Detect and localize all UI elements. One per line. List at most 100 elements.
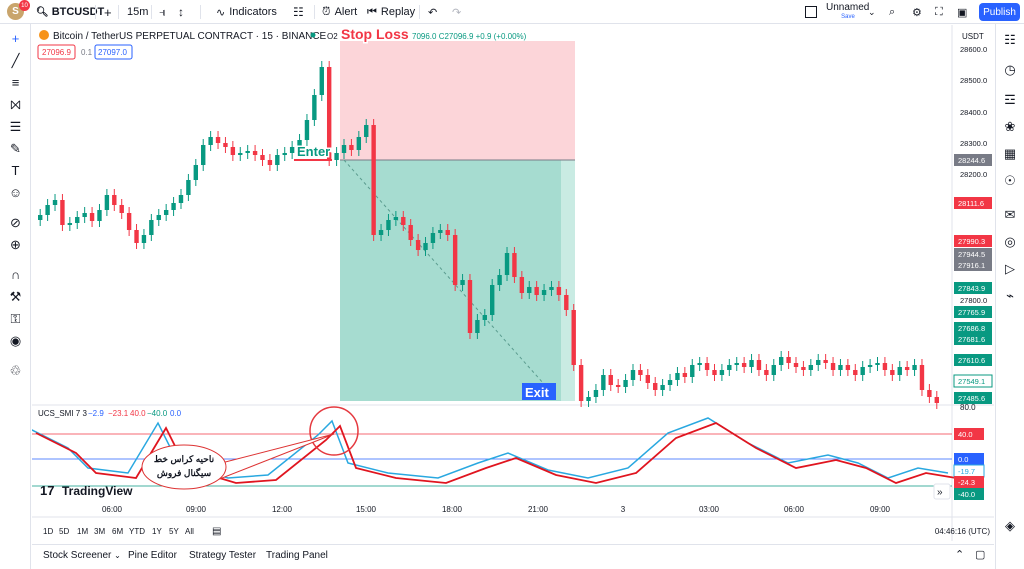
alert-button[interactable]: ⏰︎ Alert (322, 3, 357, 21)
chat-icon[interactable]: ✉ (1004, 207, 1016, 222)
candle-body (312, 95, 317, 120)
templates-button[interactable]: ☷ (293, 3, 304, 21)
quick-search-button[interactable]: ⌕ (889, 3, 895, 21)
candle-body (52, 200, 58, 205)
tab-trading-panel[interactable]: Trading Panel (266, 550, 328, 561)
add-symbol-button[interactable]: + (104, 3, 112, 21)
candle-body (816, 360, 821, 365)
candle-body (786, 357, 791, 363)
price-label-badge (954, 392, 992, 404)
tab-stock-screener[interactable]: Stock Screener ⌄ (43, 550, 121, 561)
time-tick: 15:00 (356, 505, 377, 514)
indicator-value-1: −2.9 (88, 409, 104, 418)
candle-body (141, 235, 147, 243)
fire-icon[interactable]: ❀ (1004, 119, 1016, 134)
stop-loss-zone[interactable] (340, 41, 575, 160)
time-tick: 06:00 (784, 505, 805, 514)
bar-style-button[interactable]: ⫣ (159, 3, 166, 21)
range-button-1m[interactable]: 1M (77, 527, 88, 536)
collapse-panel-button[interactable]: ⌃ (955, 548, 964, 561)
clock-icon[interactable]: ◷ (1004, 62, 1016, 77)
candles-group (38, 61, 939, 409)
range-button-5y[interactable]: 5Y (169, 527, 179, 536)
pattern-icon[interactable]: ⨝ (10, 96, 21, 112)
candle-body (927, 390, 932, 397)
lock-drawing-icon[interactable]: ⚒ (9, 288, 22, 304)
layout-toggle[interactable] (805, 3, 817, 21)
undo-button[interactable]: ↶ (428, 3, 437, 21)
candle-body (304, 120, 310, 140)
notifications-icon[interactable]: ⌁ (1006, 288, 1014, 303)
price-tick: 28300.0 (960, 139, 987, 148)
tab-strategy-tester[interactable]: Strategy Tester (189, 550, 256, 561)
stream-icon[interactable]: ▷ (1005, 261, 1015, 276)
trash-icon[interactable]: ♲ (9, 362, 22, 378)
fib-icon[interactable]: ≡ (11, 75, 20, 90)
layout-menu-button[interactable]: ⌄ (868, 3, 876, 21)
currency-label: USDT (962, 32, 984, 41)
range-button-all[interactable]: All (185, 527, 194, 536)
range-button-5d[interactable]: 5D (59, 527, 69, 536)
tab-pine-editor[interactable]: Pine Editor (128, 550, 177, 561)
ohlc-values: 7096.0 C27096.9 +0.9 (+0.00%) (412, 32, 527, 41)
range-button-6m[interactable]: 6M (112, 527, 123, 536)
hotlist-icon[interactable]: ☲ (1004, 92, 1016, 107)
buy-button[interactable] (94, 44, 133, 60)
sell-button[interactable] (37, 44, 76, 60)
calendar-icon[interactable]: ▦ (1003, 146, 1017, 161)
price-ticks-group: 28600.028500.028400.028300.028200.028000… (960, 45, 987, 399)
range-button-3m[interactable]: 3M (94, 527, 105, 536)
range-button-ytd[interactable]: YTD (129, 527, 145, 536)
crosshair-icon[interactable]: + (11, 31, 20, 46)
emoji-icon[interactable]: ☺ (8, 185, 23, 200)
symbol-description: Bitcoin / TetherUS PERPETUAL CONTRACT · … (53, 31, 327, 42)
snapshot-button[interactable]: ▣ (957, 3, 967, 21)
watchlist-icon[interactable]: ☷ (1004, 32, 1016, 47)
calendar-range-icon[interactable]: ▤ (212, 526, 221, 537)
indicator-label-badge (954, 476, 984, 488)
candle-body (667, 380, 673, 385)
replay-button[interactable]: ⏮︎ Replay (367, 3, 415, 21)
layers-icon[interactable]: ◈ (1005, 518, 1015, 533)
zoom-in-icon[interactable]: ⊕ (10, 236, 21, 252)
symbol-search[interactable]: 🔍︎ BTCUSDT (36, 3, 104, 21)
indicators-button[interactable]: ∿ Indicators (216, 3, 277, 21)
layout-name-button[interactable]: Unnamed Save (826, 3, 870, 21)
range-button-1d[interactable]: 1D (43, 527, 53, 536)
interval-button[interactable]: 15m (127, 3, 148, 21)
maximize-panel-button[interactable]: ▢ (975, 548, 985, 561)
publish-button[interactable]: Publish (979, 3, 1020, 21)
projection-icon[interactable]: ☰ (9, 118, 22, 134)
range-buttons-group: 1D 5D 1M 3M 6M YTD 1Y 5Y All (43, 527, 194, 536)
lightbulb-icon[interactable]: ☉ (1004, 173, 1016, 188)
ruler-icon[interactable]: ⊘ (10, 214, 21, 230)
candle-body (408, 225, 413, 240)
drawing-toolbar: + ╱ ≡ ⨝ ☰ ✎ T ☺ ⊘ ⊕ ∩ ⚒ ⚿ ◉ ♲ (0, 24, 31, 569)
candle-body (534, 287, 539, 295)
lock-icon[interactable]: ⚿ (10, 310, 21, 326)
indicator-labels-group: 40.0 0.0 -19.7 -24.3 -40.0 (953, 428, 985, 500)
trend-line-icon[interactable]: ╱ (11, 52, 20, 68)
range-button-1y[interactable]: 1Y (152, 527, 162, 536)
brush-icon[interactable]: ✎ (10, 140, 21, 156)
divider (95, 5, 96, 19)
candle-body (215, 137, 221, 143)
candle-body (393, 217, 399, 220)
podcast-icon[interactable]: ◎ (1004, 234, 1016, 249)
candle-body (771, 365, 776, 375)
candle-body (660, 385, 665, 390)
settings-button[interactable]: ⚙︎ (912, 3, 922, 21)
profit-zone[interactable] (340, 160, 575, 401)
magnet-icon[interactable]: ∩ (10, 267, 21, 282)
chevron-down-icon: ⌄ (868, 6, 876, 17)
candle-body (126, 213, 132, 230)
candle-body (867, 365, 873, 367)
compare-button[interactable]: ↕ (178, 3, 184, 21)
fullscreen-button[interactable]: ⛶ (935, 3, 943, 21)
camera-icon: ▣ (957, 6, 968, 19)
chart-area[interactable]: Stop Loss Enter Exit Bitcoin / TetherUS … (32, 25, 994, 541)
text-icon[interactable]: T (11, 163, 20, 178)
eye-icon[interactable]: ◉ (9, 332, 22, 348)
redo-button[interactable]: ↷ (452, 3, 461, 21)
scroll-right-button[interactable] (933, 483, 951, 500)
